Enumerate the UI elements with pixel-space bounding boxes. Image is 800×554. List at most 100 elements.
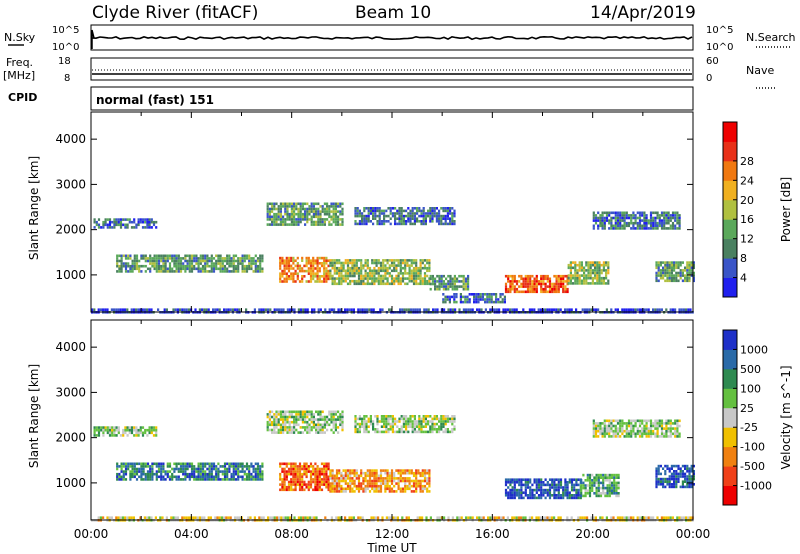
echo-cell — [293, 223, 296, 226]
echo-cell — [591, 486, 594, 490]
echo-cell — [410, 479, 413, 483]
echo-cell — [130, 220, 134, 224]
colorbar-label: Power [dB] — [779, 177, 793, 242]
echo-cell — [256, 470, 260, 473]
echo-cell — [588, 308, 591, 311]
echo-cell — [248, 467, 251, 471]
echo-cell — [349, 282, 352, 286]
echo-cell — [217, 254, 220, 258]
echo-cell — [292, 475, 295, 479]
echo-cell — [630, 422, 633, 425]
echo-cell — [346, 274, 350, 278]
echo-cell — [386, 277, 389, 280]
echo-cell — [271, 215, 274, 219]
echo-cell — [283, 472, 286, 476]
echo-cell — [524, 486, 527, 489]
echo-cell — [248, 470, 251, 473]
echo-cell — [421, 277, 424, 280]
echo-cell — [657, 271, 660, 275]
echo-cell — [279, 264, 282, 268]
echo-cell — [690, 271, 693, 275]
echo-cell — [288, 420, 291, 424]
echo-cell — [162, 257, 165, 260]
echo-cell — [386, 279, 389, 283]
echo-cell — [533, 282, 536, 286]
echo-cell — [344, 274, 347, 278]
echo-cell — [326, 428, 329, 432]
echo-cell — [326, 207, 329, 211]
echo-cell — [577, 478, 580, 481]
echo-cell — [387, 420, 390, 423]
echo-cell — [667, 219, 670, 222]
echo-cell — [327, 269, 330, 273]
echo-cell — [307, 269, 310, 273]
echo-cell — [625, 435, 628, 438]
echo-cell — [230, 472, 233, 476]
echo-cell — [599, 494, 603, 498]
echo-cell — [340, 484, 343, 488]
echo-cell — [287, 262, 291, 265]
echo-cell — [649, 216, 653, 220]
echo-cell — [417, 469, 420, 472]
echo-cell — [197, 257, 200, 260]
echo-cell — [179, 267, 183, 271]
echo-cell — [283, 269, 286, 273]
echo-cell — [108, 226, 112, 229]
echo-cell — [431, 282, 434, 286]
echo-cell — [614, 211, 617, 215]
echo-cell — [374, 415, 377, 418]
echo-cell — [157, 262, 161, 265]
echo-cell — [93, 226, 96, 229]
echo-cell — [401, 274, 405, 278]
echo-cell — [323, 462, 326, 466]
echo-cell — [271, 202, 274, 206]
echo-cell — [443, 308, 446, 311]
echo-cell — [555, 496, 558, 500]
echo-cell — [377, 266, 380, 270]
echo-cell — [292, 478, 295, 481]
echo-cell — [411, 422, 414, 426]
echo-cell — [329, 484, 332, 488]
echo-cell — [434, 280, 437, 283]
echo-cell — [334, 223, 337, 226]
echo-cell — [409, 209, 412, 213]
echo-cell — [127, 462, 130, 466]
echo-cell — [393, 266, 396, 270]
echo-cell — [355, 474, 358, 478]
echo-cell — [592, 432, 595, 436]
echo-cell — [417, 282, 420, 286]
echo-cell — [234, 254, 238, 258]
echo-cell — [564, 491, 567, 494]
echo-cell — [677, 271, 680, 275]
echo-cell — [377, 261, 380, 265]
echo-cell — [296, 272, 299, 275]
echo-cell — [279, 267, 282, 270]
echo-cell — [601, 219, 604, 222]
echo-cell — [195, 470, 198, 473]
echo-cell — [282, 202, 285, 206]
echo-cell — [576, 263, 579, 267]
echo-cell — [636, 427, 639, 430]
echo-cell — [576, 274, 579, 277]
echo-cell — [184, 465, 187, 468]
echo-cell — [605, 269, 608, 272]
echo-cell — [292, 470, 295, 473]
echo-cell — [162, 270, 165, 273]
echo-cell — [466, 298, 469, 301]
echo-cell — [533, 280, 536, 283]
echo-cell — [668, 477, 671, 481]
echo-cell — [317, 212, 320, 216]
echo-cell — [388, 274, 391, 278]
echo-cell — [239, 262, 242, 265]
echo-cell — [131, 470, 134, 473]
echo-cell — [567, 266, 570, 270]
echo-cell — [643, 219, 646, 222]
echo-cell — [304, 215, 307, 219]
echo-cell — [149, 259, 152, 263]
echo-cell — [623, 224, 626, 228]
echo-cell — [603, 221, 606, 225]
echo-cell — [182, 462, 185, 466]
echo-cell — [100, 428, 103, 432]
echo-cell — [383, 420, 386, 423]
echo-cell — [415, 264, 418, 267]
